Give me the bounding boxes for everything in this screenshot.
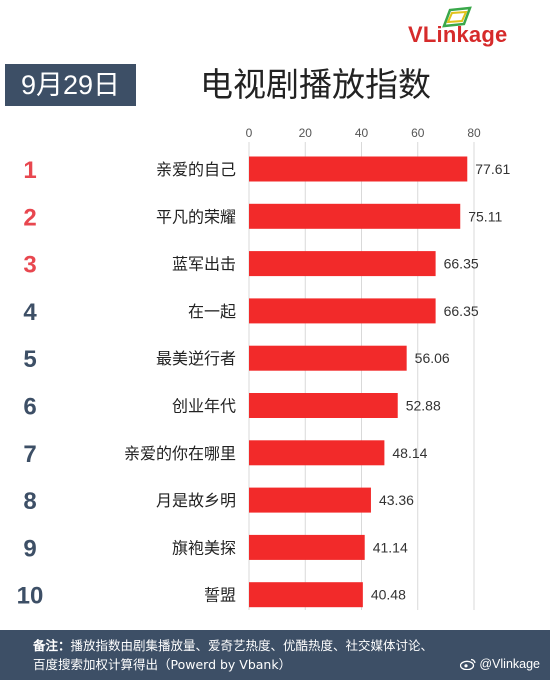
category-label: 蓝军出击 [172, 255, 236, 274]
category-label: 亲爱的你在哪里 [124, 444, 236, 463]
bar-chart: 0 20 40 60 80 1 亲爱的自己 77.61 2 平凡的荣耀 75.11 3 蓝军出击 66.3… [17, 126, 511, 610]
note-label: 备注： [33, 638, 71, 653]
rank-number: 9 [23, 535, 36, 562]
date-badge: 9月29日 [5, 64, 136, 106]
bar [249, 582, 363, 608]
chart-title: 电视剧播放指数 [200, 65, 431, 104]
data-label: 75.11 [468, 208, 502, 224]
data-label: 66.35 [444, 303, 479, 319]
x-tick-label: 0 [246, 126, 253, 140]
weibo-text: @Vlinkage [479, 657, 540, 671]
x-tick-label: 20 [299, 126, 313, 140]
category-label: 亲爱的自己 [156, 160, 236, 179]
footer-bar: 备注：播放指数由剧集播放量、爱奇艺热度、优酷热度、社交媒体讨论、百度搜索加权计算… [0, 630, 550, 680]
bar [249, 393, 398, 418]
data-label: 56.06 [415, 350, 450, 366]
note-line-2: 百度搜索加权计算得出（Powerd by Vbank） [33, 657, 292, 672]
bar [249, 298, 436, 324]
bar [249, 156, 468, 182]
bar [249, 440, 385, 466]
data-label: 66.35 [444, 256, 479, 272]
x-tick-label: 40 [355, 126, 369, 140]
rank-number: 2 [23, 204, 36, 231]
x-tick-label: 60 [411, 126, 425, 140]
category-label: 月是故乡明 [156, 491, 236, 510]
footer-note: 备注：播放指数由剧集播放量、爱奇艺热度、优酷热度、社交媒体讨论、百度搜索加权计算… [33, 636, 513, 674]
rank-number: 10 [17, 583, 44, 610]
rank-number: 8 [23, 488, 36, 515]
logo-text: VLinkage [408, 22, 508, 47]
rank-number: 1 [23, 157, 36, 184]
data-label: 77.61 [475, 161, 510, 177]
rank-number: 7 [23, 441, 36, 468]
rank-number: 4 [23, 299, 37, 326]
category-label: 最美逆行者 [156, 349, 236, 368]
category-label: 誓盟 [204, 586, 236, 605]
data-label: 41.14 [373, 539, 408, 555]
category-label: 平凡的荣耀 [156, 207, 236, 226]
data-label: 48.14 [392, 445, 427, 461]
data-label: 52.88 [406, 398, 441, 414]
bar [249, 534, 365, 560]
weibo-icon [460, 658, 476, 670]
category-label: 创业年代 [172, 397, 236, 416]
bar [249, 203, 461, 229]
rank-number: 6 [23, 394, 36, 421]
category-label: 在一起 [188, 302, 236, 321]
bar [249, 345, 407, 371]
data-label: 40.48 [371, 587, 406, 603]
weibo-handle: @Vlinkage [460, 657, 540, 671]
brand-logo: VLinkage [408, 6, 544, 54]
x-tick-label: 80 [467, 126, 481, 140]
rank-number: 3 [23, 252, 36, 279]
bar [249, 487, 371, 513]
logo-mark-icon [442, 6, 472, 28]
bar [249, 251, 436, 277]
note-line-1: 播放指数由剧集播放量、爱奇艺热度、优酷热度、社交媒体讨论、 [70, 638, 434, 653]
category-label: 旗袍美探 [172, 538, 236, 557]
rank-number: 5 [23, 346, 36, 373]
data-label: 43.36 [379, 492, 414, 508]
